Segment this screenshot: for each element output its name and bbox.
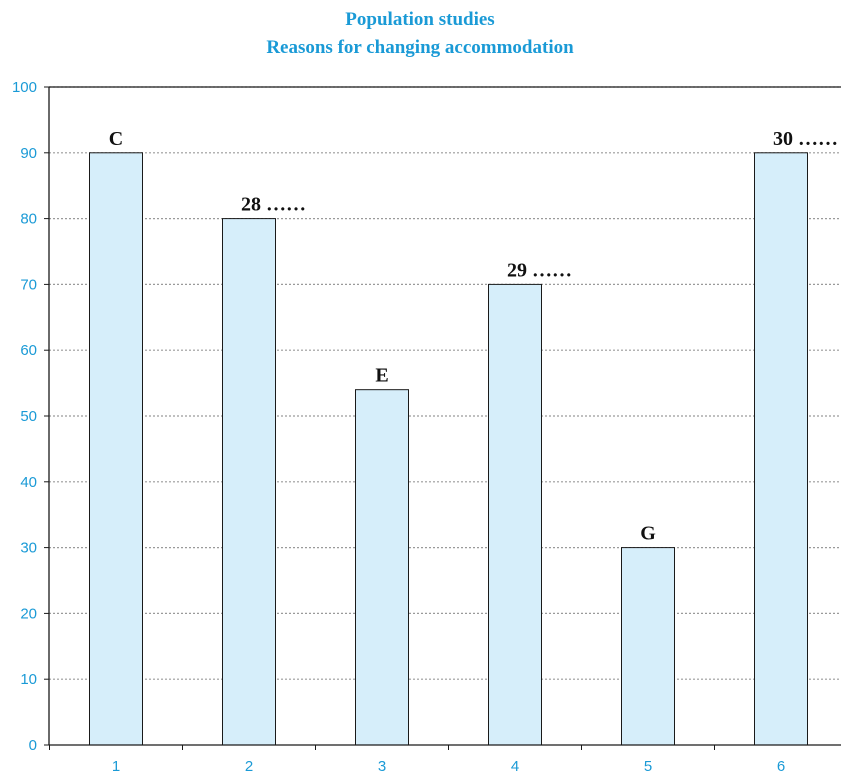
bar-label: C [109, 128, 123, 150]
chart-title: Population studies [345, 9, 494, 30]
x-tick-label: 1 [112, 758, 120, 775]
y-tick-label: 80 [20, 211, 37, 228]
x-tick-label: 4 [511, 758, 519, 775]
x-tick-label: 6 [777, 758, 785, 775]
y-tick-label: 50 [20, 408, 37, 425]
gridlines [49, 86, 841, 680]
y-tick-label: 90 [20, 145, 37, 162]
bar [89, 152, 143, 746]
bar-label: E [375, 365, 388, 387]
y-tick-label: 20 [20, 605, 37, 622]
y-tick-label: 40 [20, 474, 37, 491]
bar-label: 28 …… [241, 194, 306, 216]
bar [621, 547, 675, 746]
y-tick-label: 100 [12, 79, 37, 96]
bar [355, 389, 409, 746]
x-tick-label: 5 [644, 758, 652, 775]
axes: 0 10 20 30 40 50 60 70 80 90 100 1 2 3 4 5 6 [12, 79, 841, 775]
bar [222, 218, 276, 746]
y-tick-label: 30 [20, 540, 37, 557]
y-tick-label: 70 [20, 276, 37, 293]
chart-subtitle: Reasons for changing accommodation [266, 37, 574, 58]
y-tick-label: 10 [20, 671, 37, 688]
bar-label: 30 …… [773, 128, 838, 150]
x-tick-label: 2 [245, 758, 253, 775]
bars [89, 152, 808, 746]
y-tick-label: 0 [29, 737, 37, 754]
bar-label: 29 …… [507, 259, 572, 281]
x-tick-label: 3 [378, 758, 386, 775]
bar-label: G [640, 523, 656, 545]
bar [488, 283, 542, 746]
bar [754, 152, 808, 746]
labels: C 28 …… E 29 …… G 30 …… [109, 128, 838, 545]
y-tick-label: 60 [20, 342, 37, 359]
